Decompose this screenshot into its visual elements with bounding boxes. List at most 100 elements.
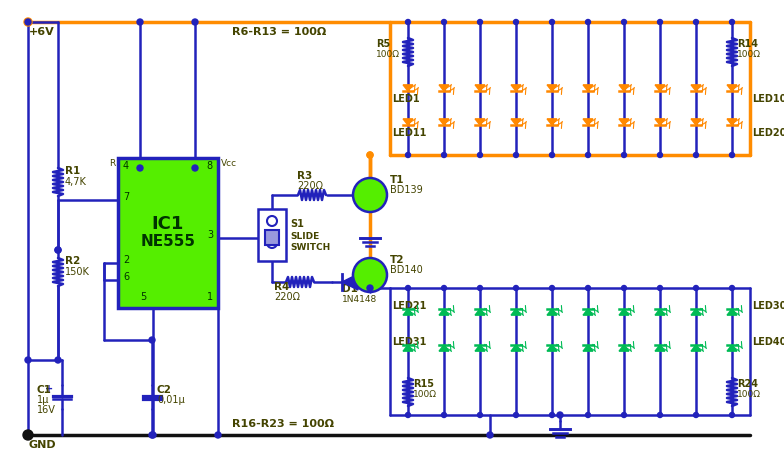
Circle shape (25, 19, 31, 25)
Text: BD139: BD139 (390, 185, 423, 195)
Text: R15: R15 (413, 379, 434, 389)
Circle shape (215, 432, 221, 438)
Polygon shape (511, 345, 521, 351)
Circle shape (694, 413, 699, 418)
Text: 4: 4 (123, 161, 129, 171)
FancyBboxPatch shape (265, 230, 279, 245)
Circle shape (622, 20, 626, 25)
Text: C2: C2 (157, 385, 172, 395)
Polygon shape (691, 85, 701, 91)
Polygon shape (691, 119, 701, 125)
Text: LED11: LED11 (392, 128, 426, 138)
Text: 8: 8 (207, 161, 213, 171)
Circle shape (514, 286, 518, 291)
Circle shape (729, 286, 735, 291)
Polygon shape (475, 309, 485, 315)
Polygon shape (655, 309, 665, 315)
Circle shape (137, 165, 143, 171)
Text: GND: GND (29, 440, 56, 450)
Text: IC1: IC1 (152, 215, 184, 233)
Polygon shape (342, 274, 358, 290)
Circle shape (550, 413, 554, 418)
Circle shape (658, 413, 662, 418)
Polygon shape (475, 119, 485, 125)
Text: SLIDE: SLIDE (290, 232, 319, 241)
Polygon shape (403, 345, 413, 351)
Polygon shape (583, 119, 593, 125)
Circle shape (55, 247, 61, 253)
Circle shape (586, 20, 590, 25)
Circle shape (353, 258, 387, 292)
Circle shape (729, 413, 735, 418)
Circle shape (367, 285, 373, 291)
Circle shape (55, 247, 61, 253)
Text: 100Ω: 100Ω (413, 390, 437, 399)
Text: 1: 1 (207, 292, 213, 302)
Circle shape (137, 19, 143, 25)
Polygon shape (619, 119, 629, 125)
Polygon shape (547, 309, 557, 315)
Polygon shape (511, 309, 521, 315)
Polygon shape (439, 119, 449, 125)
Text: 100Ω: 100Ω (376, 50, 400, 59)
Polygon shape (439, 309, 449, 315)
Text: LED30: LED30 (752, 301, 784, 311)
Circle shape (23, 430, 33, 440)
Text: NE555: NE555 (140, 234, 195, 250)
Circle shape (514, 153, 518, 158)
Text: 6: 6 (123, 272, 129, 282)
Circle shape (25, 357, 31, 363)
Text: 16V: 16V (37, 405, 56, 415)
Polygon shape (655, 85, 665, 91)
Text: T1: T1 (390, 175, 405, 185)
Circle shape (658, 20, 662, 25)
Polygon shape (619, 345, 629, 351)
Text: SWITCH: SWITCH (290, 243, 330, 252)
Text: R2: R2 (65, 256, 80, 266)
Text: 3: 3 (207, 230, 213, 240)
Polygon shape (655, 119, 665, 125)
Text: LED10: LED10 (752, 94, 784, 104)
Circle shape (192, 165, 198, 171)
FancyBboxPatch shape (118, 158, 218, 308)
Circle shape (586, 413, 590, 418)
Text: 1µ: 1µ (37, 395, 49, 405)
Circle shape (622, 413, 626, 418)
Polygon shape (547, 119, 557, 125)
Circle shape (405, 153, 411, 158)
Text: R: R (109, 159, 115, 168)
Text: 150K: 150K (65, 267, 90, 277)
Circle shape (441, 153, 447, 158)
FancyBboxPatch shape (258, 209, 286, 261)
Text: LED1: LED1 (392, 94, 419, 104)
Text: +: + (45, 384, 53, 394)
Text: S1: S1 (290, 219, 304, 229)
Text: Vcc: Vcc (221, 159, 237, 168)
Circle shape (477, 20, 482, 25)
Text: 220Ω: 220Ω (297, 181, 323, 191)
Polygon shape (475, 345, 485, 351)
Text: 100Ω: 100Ω (737, 50, 761, 59)
Circle shape (514, 413, 518, 418)
Text: LED21: LED21 (392, 301, 426, 311)
Circle shape (622, 153, 626, 158)
Polygon shape (691, 309, 701, 315)
Text: R16-R23 = 100Ω: R16-R23 = 100Ω (232, 419, 334, 429)
Polygon shape (547, 345, 557, 351)
Text: T2: T2 (390, 255, 405, 265)
Text: R14: R14 (737, 39, 758, 49)
Circle shape (694, 153, 699, 158)
Text: R4: R4 (274, 282, 289, 292)
Text: 0,01µ: 0,01µ (157, 395, 185, 405)
Text: C1: C1 (37, 385, 52, 395)
Circle shape (729, 20, 735, 25)
Circle shape (267, 238, 277, 248)
Circle shape (441, 286, 447, 291)
Polygon shape (403, 85, 413, 91)
Polygon shape (439, 85, 449, 91)
Polygon shape (403, 309, 413, 315)
Circle shape (514, 20, 518, 25)
Text: R5: R5 (376, 39, 390, 49)
Circle shape (658, 286, 662, 291)
Circle shape (367, 152, 373, 158)
